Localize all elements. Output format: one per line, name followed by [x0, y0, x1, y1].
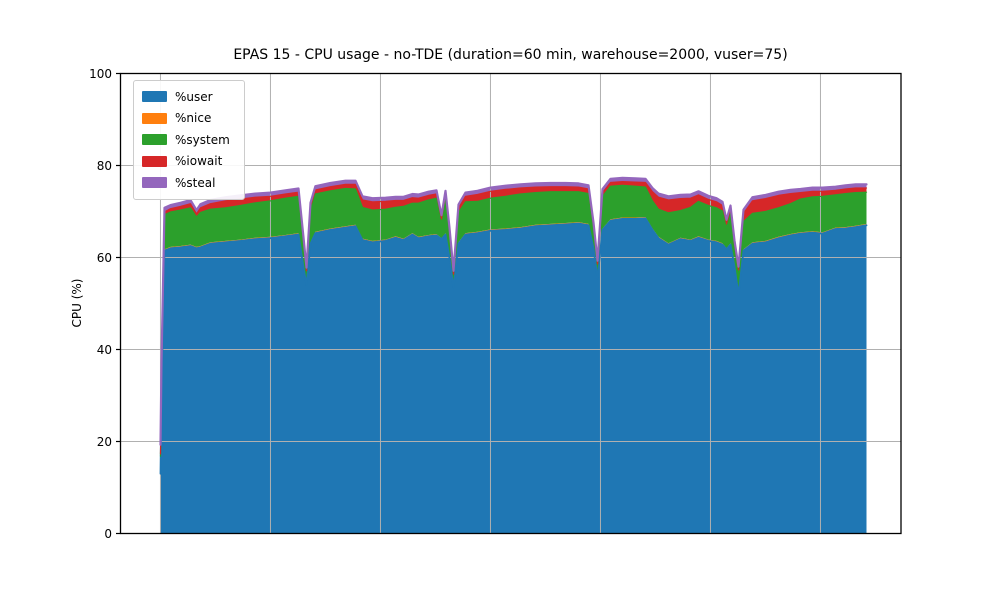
- area-user: [160, 218, 867, 534]
- legend-swatch-steal: [142, 177, 167, 189]
- legend-label: %system: [175, 132, 230, 147]
- chart-title: EPAS 15 - CPU usage - no-TDE (duration=6…: [233, 47, 788, 63]
- legend-item-nice: %nice: [142, 108, 244, 130]
- y-tick-label: 60: [96, 250, 112, 265]
- legend-item-system: %system: [142, 129, 244, 151]
- legend-swatch-iowait: [142, 155, 167, 167]
- y-tick-label: 80: [96, 158, 112, 173]
- legend: %user %nice %system %iowait %steal: [133, 80, 245, 200]
- area-system: [160, 185, 867, 473]
- y-tick-label: 20: [96, 434, 112, 449]
- legend-swatch-system: [142, 134, 167, 146]
- line-user: [159, 217, 868, 475]
- legend-label: %iowait: [175, 154, 223, 169]
- legend-label: %user: [175, 89, 213, 104]
- legend-item-user: %user: [142, 86, 244, 108]
- line-steal: [159, 176, 868, 446]
- legend-label: %nice: [175, 111, 212, 126]
- y-tick-label: 40: [96, 342, 112, 357]
- y-tick-label: 100: [89, 66, 112, 81]
- y-axis-label: CPU (%): [70, 278, 84, 328]
- legend-swatch-nice: [142, 112, 167, 124]
- axes-frame: [119, 72, 902, 535]
- legend-swatch-user: [142, 91, 167, 103]
- legend-label: %steal: [175, 175, 216, 190]
- y-tick-label: 0: [104, 526, 112, 541]
- legend-item-iowait: %iowait: [142, 151, 244, 173]
- legend-item-steal: %steal: [142, 172, 244, 194]
